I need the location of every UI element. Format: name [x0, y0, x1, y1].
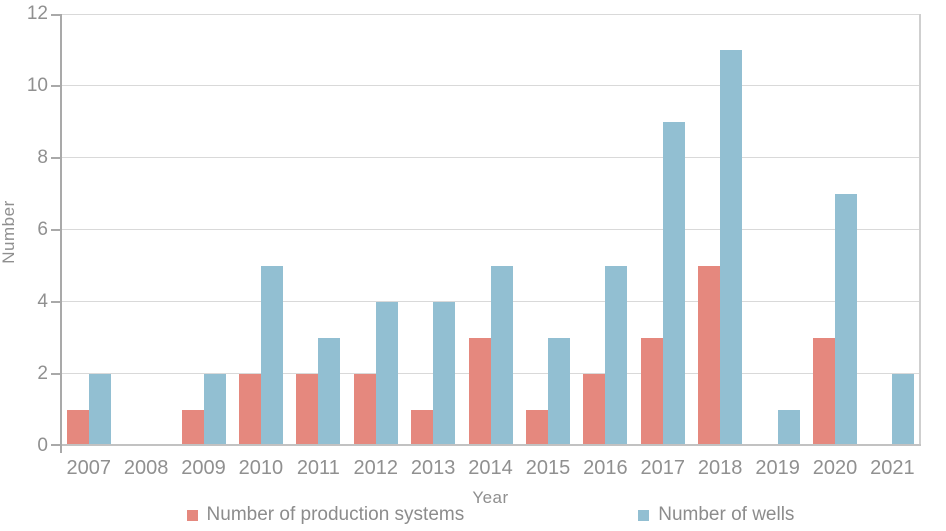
x-axis-line: [60, 444, 921, 446]
bar-production-systems-2014: [468, 338, 491, 444]
legend-item-wells: Number of wells: [638, 505, 794, 525]
y-tick-label-10: 10: [26, 75, 48, 96]
bar-wells-2019: [777, 410, 800, 444]
x-tick-label-2009: 2009: [181, 457, 226, 479]
y-tick-label-2: 2: [37, 363, 48, 384]
y-gridline-10: [60, 85, 921, 86]
y-tick-label-12: 12: [26, 3, 48, 24]
bar-production-systems-2007: [66, 410, 89, 444]
x-tick-label-2015: 2015: [525, 457, 571, 479]
bar-production-systems-2020: [812, 338, 835, 444]
y-tick-label-4: 4: [37, 291, 48, 312]
x-axis-title: Year: [472, 488, 509, 507]
y-axis-line: [60, 14, 62, 453]
plot-area: [51, 14, 921, 453]
x-tick-label-2016: 2016: [583, 457, 628, 479]
bar-production-systems-2012: [353, 374, 376, 444]
x-tick-label-2013: 2013: [410, 457, 456, 479]
bar-wells-2014: [490, 266, 513, 444]
bar-wells-2020: [834, 194, 857, 444]
legend: Number of production systems Number of w…: [60, 505, 921, 525]
y-gridline-6: [60, 229, 921, 230]
legend-swatch-production-systems: [186, 509, 198, 521]
x-tick-label-2020: 2020: [812, 457, 858, 479]
y-tick-mark-0: [51, 444, 60, 446]
bar-wells-2011: [318, 338, 341, 444]
bar-production-systems-2011: [296, 374, 319, 444]
bar-production-systems-2015: [525, 410, 548, 444]
x-tick-label-2018: 2018: [697, 457, 743, 479]
y-gridline-8: [60, 157, 921, 158]
y-tick-mark-8: [51, 157, 60, 159]
x-tick-label-2007: 2007: [66, 457, 111, 479]
bar-wells-2015: [547, 338, 570, 444]
y-axis-tick-labels: 0 2 4 6 8 10 12: [0, 3, 48, 456]
bar-wells-2009: [203, 374, 226, 444]
x-tick-label-2021: 2021: [870, 457, 915, 479]
legend-label-production-systems: Number of production systems: [206, 504, 465, 525]
y-tick-label-0: 0: [37, 435, 48, 456]
legend-item-production-systems: Number of production systems: [186, 504, 465, 525]
bar-wells-2010: [260, 266, 283, 444]
bar-wells-2018: [720, 50, 743, 444]
bar-production-systems-2013: [411, 410, 434, 444]
y-tick-label-8: 8: [37, 147, 48, 168]
bar-production-systems-2017: [640, 338, 663, 444]
y-tick-mark-12: [51, 14, 60, 16]
y-tick-mark-6: [51, 229, 60, 231]
bar-production-systems-2009: [181, 410, 204, 444]
legend-label-wells: Number of wells: [658, 504, 795, 525]
y-gridline-12: [60, 14, 921, 15]
y-tick-label-6: 6: [37, 219, 48, 240]
bar-wells-2012: [375, 302, 398, 444]
bar-production-systems-2010: [238, 374, 261, 444]
bar-wells-2016: [605, 266, 628, 444]
legend-swatch-wells: [638, 509, 650, 521]
x-tick-label-2011: 2011: [296, 457, 340, 479]
bar-wells-2017: [662, 122, 685, 444]
x-axis-tick-labels: 2007 2008 2009 2010 2011 2012 2013 2014 2015 2016…: [60, 456, 921, 480]
x-tick-label-2019: 2019: [755, 457, 800, 479]
x-tick-label-2010: 2010: [238, 457, 284, 479]
bar-wells-2013: [433, 302, 456, 444]
bar-production-systems-2016: [583, 374, 606, 444]
bar-production-systems-2018: [698, 266, 721, 444]
y-tick-mark-2: [51, 373, 60, 375]
y-tick-mark-10: [51, 85, 60, 87]
bar-wells-2021: [892, 374, 915, 444]
x-tick-label-2017: 2017: [640, 457, 686, 479]
plot-right-border: [919, 14, 921, 446]
bar-wells-2007: [88, 374, 111, 444]
x-tick-label-2014: 2014: [468, 457, 513, 479]
y-tick-mark-4: [51, 301, 60, 303]
x-tick-label-2008: 2008: [123, 457, 169, 479]
x-tick-label-2012: 2012: [353, 457, 398, 479]
